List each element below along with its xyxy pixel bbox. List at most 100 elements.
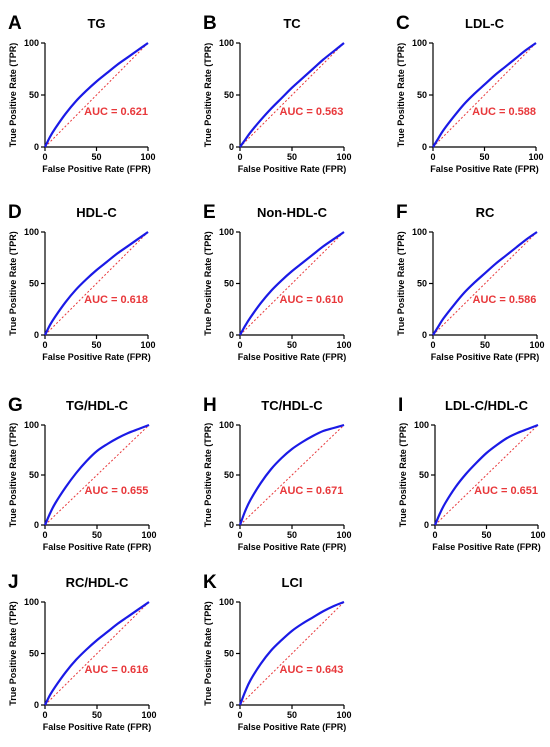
reference-line (44, 42, 149, 148)
x-tick-label: 100 (140, 152, 155, 162)
reference-line (432, 42, 537, 148)
x-tick-label: 0 (432, 530, 437, 540)
y-tick-label: 0 (229, 142, 234, 152)
reference-line (434, 424, 539, 526)
y-tick-label: 100 (24, 38, 39, 48)
roc-curve (432, 42, 537, 148)
x-axis-title: False Positive Rate (FPR) (43, 722, 152, 732)
y-axis-title: True Positive Rate (TPR) (203, 601, 213, 706)
y-tick-label: 50 (224, 649, 234, 659)
y-tick-label: 100 (24, 227, 39, 237)
panel-letter: C (396, 13, 410, 34)
y-tick-label: 0 (34, 700, 39, 710)
panel-letter: G (8, 395, 23, 416)
roc-curve (433, 423, 539, 526)
y-axis-title: True Positive Rate (TPR) (203, 231, 213, 336)
y-axis-title: True Positive Rate (TPR) (8, 43, 18, 148)
x-tick-label: 100 (141, 710, 156, 720)
y-tick-label: 50 (29, 90, 39, 100)
x-tick-label: 50 (91, 152, 101, 162)
y-tick-label: 0 (229, 700, 234, 710)
y-tick-label: 0 (34, 520, 39, 530)
reference-line (239, 424, 345, 526)
y-axis-title: True Positive Rate (TPR) (203, 43, 213, 148)
x-tick-label: 0 (430, 152, 435, 162)
y-tick-label: 100 (412, 38, 427, 48)
y-axis-title: True Positive Rate (TPR) (8, 601, 18, 706)
roc-panel-i: I LDL-C/HDL-C 0 50 100 0 50 100 False Positive R… (398, 395, 546, 552)
panel-letter: H (203, 395, 217, 416)
y-tick-label: 50 (29, 649, 39, 659)
y-tick-label: 50 (224, 279, 234, 289)
x-tick-label: 0 (430, 340, 435, 350)
y-tick-label: 0 (34, 330, 39, 340)
panel-letter: B (203, 13, 217, 34)
y-tick-label: 100 (414, 420, 429, 430)
x-axis-title: False Positive Rate (FPR) (42, 164, 151, 174)
x-tick-label: 0 (237, 152, 242, 162)
auc-label: AUC = 0.610 (280, 294, 344, 306)
x-tick-label: 50 (287, 340, 297, 350)
x-tick-label: 50 (481, 530, 491, 540)
panel-title: RC/HDL-C (66, 575, 129, 590)
x-axis-title: False Positive Rate (FPR) (238, 542, 347, 552)
auc-label: AUC = 0.618 (84, 294, 148, 306)
y-tick-label: 100 (24, 597, 39, 607)
y-tick-label: 0 (229, 520, 234, 530)
y-tick-label: 0 (34, 142, 39, 152)
panel-title: LDL-C/HDL-C (445, 398, 529, 413)
y-tick-label: 50 (224, 470, 234, 480)
auc-label: AUC = 0.643 (280, 664, 344, 676)
x-tick-label: 100 (336, 710, 351, 720)
x-tick-label: 100 (336, 152, 351, 162)
y-tick-label: 0 (229, 330, 234, 340)
reference-line (44, 231, 149, 336)
roc-panel-g: G TG/HDL-C 0 50 100 0 50 100 False Positive Rate… (8, 395, 157, 552)
y-tick-label: 0 (422, 142, 427, 152)
x-axis-title: False Positive Rate (FPR) (238, 722, 347, 732)
roc-curve (44, 601, 150, 706)
roc-panel-d: D HDL-C 0 50 100 0 50 100 False Positive Rate (F… (8, 202, 156, 362)
roc-panel-a: A TG 0 50 100 0 50 100 False Positive Rate (FPR)… (8, 13, 156, 174)
panel-letter: A (8, 13, 22, 34)
x-tick-label: 50 (480, 340, 490, 350)
auc-label: AUC = 0.655 (85, 485, 149, 497)
x-tick-label: 0 (42, 152, 47, 162)
y-tick-label: 50 (417, 90, 427, 100)
reference-line (239, 42, 345, 148)
roc-curve (44, 42, 149, 148)
panel-title: TC/HDL-C (261, 398, 323, 413)
y-tick-label: 50 (224, 90, 234, 100)
panel-letter: J (8, 572, 19, 593)
y-tick-label: 0 (424, 520, 429, 530)
y-axis-title: True Positive Rate (TPR) (396, 231, 406, 336)
panel-title: TC (283, 16, 301, 31)
y-tick-label: 50 (417, 279, 427, 289)
y-tick-label: 100 (219, 597, 234, 607)
reference-line (239, 231, 345, 336)
x-tick-label: 50 (479, 152, 489, 162)
x-tick-label: 100 (529, 340, 544, 350)
reference-line (44, 424, 150, 526)
x-tick-label: 50 (91, 340, 101, 350)
panel-letter: I (398, 395, 403, 416)
panel-title: TG/HDL-C (66, 398, 129, 413)
x-axis-title: False Positive Rate (FPR) (43, 542, 152, 552)
panel-letter: D (8, 202, 22, 223)
reference-line (432, 231, 538, 336)
y-tick-label: 100 (219, 227, 234, 237)
x-axis-title: False Positive Rate (FPR) (238, 352, 347, 362)
x-tick-label: 0 (237, 530, 242, 540)
y-tick-label: 100 (24, 420, 39, 430)
roc-curve (238, 423, 345, 526)
roc-panel-f: F RC 0 50 100 0 50 100 False Positive Rate (FPR)… (396, 202, 545, 362)
panel-letter: F (396, 202, 408, 223)
x-tick-label: 0 (42, 710, 47, 720)
panel-title: HDL-C (76, 205, 117, 220)
x-axis-title: False Positive Rate (FPR) (431, 352, 540, 362)
y-tick-label: 50 (419, 470, 429, 480)
roc-panel-k: K LCI 0 50 100 0 50 100 False Positive Rate (FPR… (203, 572, 352, 732)
y-axis-title: True Positive Rate (TPR) (398, 423, 408, 528)
roc-panel-e: E Non-HDL-C 0 50 100 0 50 100 False Positive Rat… (203, 202, 352, 362)
